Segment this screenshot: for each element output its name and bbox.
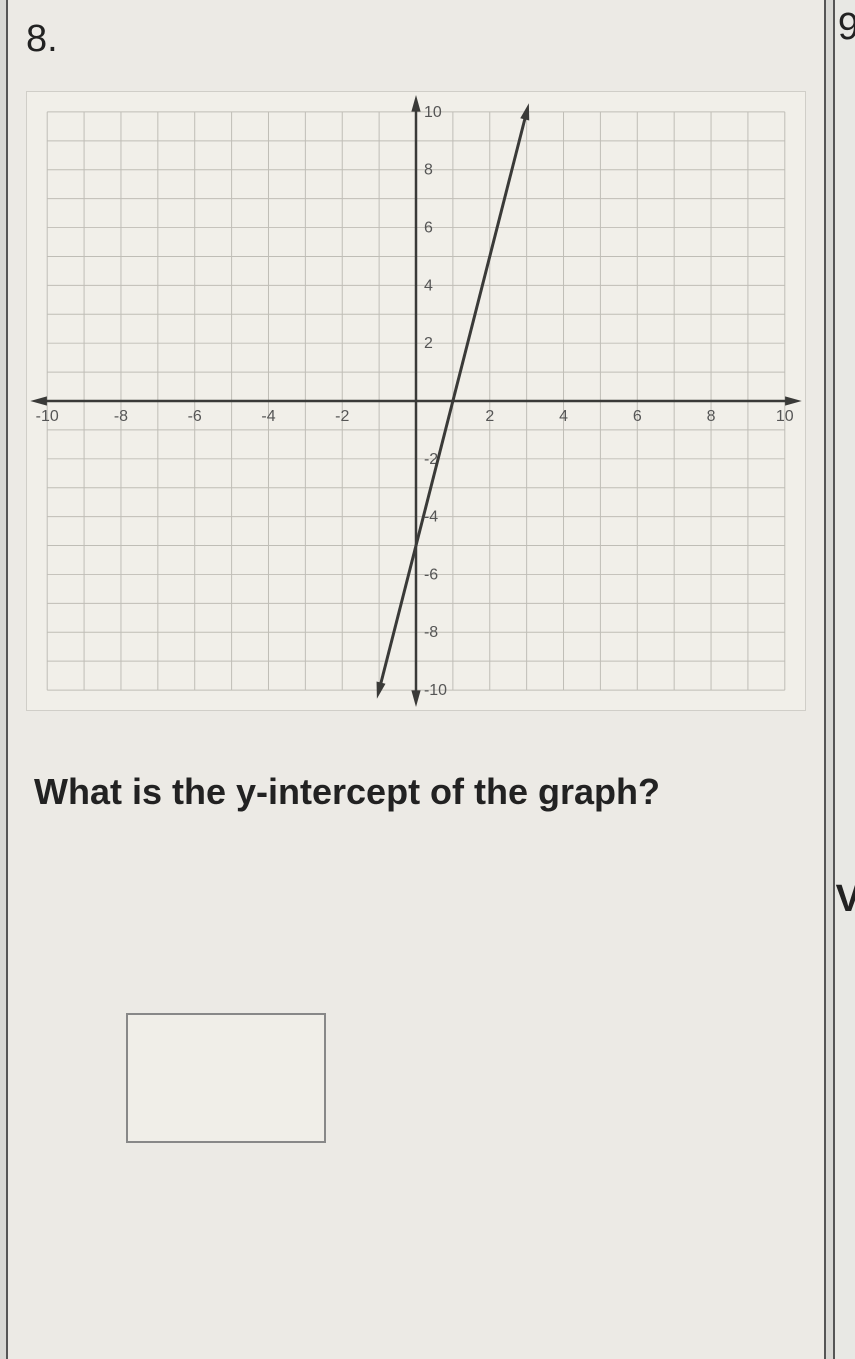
svg-text:10: 10	[424, 104, 442, 121]
question-text: What is the y-intercept of the graph?	[34, 771, 806, 813]
svg-text:-8: -8	[424, 624, 438, 641]
svg-text:2: 2	[485, 408, 494, 425]
svg-text:-6: -6	[188, 408, 202, 425]
svg-text:6: 6	[633, 408, 642, 425]
problem-panel: 8. -10-8-6-4-2246810108642-2-4-6-8-10 Wh…	[6, 0, 826, 1359]
svg-text:-10: -10	[424, 682, 447, 699]
svg-text:-10: -10	[36, 408, 59, 425]
adjacent-problem-number: 9	[838, 6, 855, 49]
answer-input-box[interactable]	[126, 1013, 326, 1143]
svg-text:-8: -8	[114, 408, 128, 425]
svg-text:8: 8	[424, 162, 433, 179]
adjacent-text-fragment: V	[836, 878, 855, 921]
svg-text:6: 6	[424, 220, 433, 237]
svg-text:4: 4	[559, 408, 568, 425]
svg-text:8: 8	[707, 408, 716, 425]
svg-text:-2: -2	[335, 408, 349, 425]
svg-text:2: 2	[424, 335, 433, 352]
svg-text:4: 4	[424, 277, 433, 294]
svg-text:-6: -6	[424, 566, 438, 583]
adjacent-column-edge	[833, 0, 855, 1359]
svg-text:-4: -4	[261, 408, 275, 425]
svg-text:10: 10	[776, 408, 794, 425]
graph-svg: -10-8-6-4-2246810108642-2-4-6-8-10	[27, 92, 805, 710]
problem-number: 8.	[26, 18, 806, 61]
coordinate-graph: -10-8-6-4-2246810108642-2-4-6-8-10	[26, 91, 806, 711]
